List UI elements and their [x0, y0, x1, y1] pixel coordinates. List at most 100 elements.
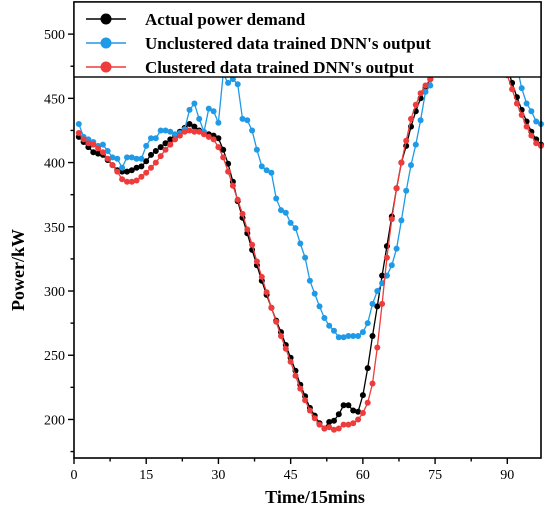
data-point [109, 162, 116, 169]
data-point [335, 425, 342, 432]
data-point [297, 240, 304, 247]
x-tick-label: 75 [428, 468, 442, 483]
x-tick-label: 45 [284, 468, 298, 483]
legend-item-2: Unclustered data trained DNN's output [86, 34, 431, 53]
data-point [191, 123, 198, 130]
data-point [374, 344, 381, 351]
y-tick-label: 250 [44, 349, 65, 364]
data-point [128, 154, 135, 161]
data-point [398, 217, 405, 224]
data-point [523, 123, 530, 130]
data-point [205, 133, 212, 140]
data-point [403, 137, 410, 144]
data-point [403, 187, 410, 194]
data-point [422, 82, 429, 89]
x-tick-label: 30 [211, 468, 225, 483]
data-point [196, 128, 203, 135]
data-point [176, 132, 183, 139]
data-point [191, 128, 198, 135]
data-point [124, 154, 130, 161]
data-point [104, 148, 111, 154]
data-point [157, 144, 164, 151]
data-point [345, 333, 352, 339]
data-point [119, 176, 126, 183]
data-point [518, 112, 525, 118]
data-point [104, 155, 111, 162]
data-point [229, 182, 236, 189]
data-point [287, 219, 294, 226]
data-point [509, 86, 516, 93]
data-point [225, 79, 232, 86]
y-tick-label: 350 [44, 221, 65, 236]
data-point [186, 106, 193, 113]
data-point [350, 407, 357, 414]
data-point [75, 121, 82, 127]
data-point [316, 303, 323, 310]
data-point [316, 421, 323, 428]
data-point [167, 141, 174, 148]
data-point [268, 169, 275, 176]
data-point [109, 154, 116, 161]
data-point [90, 149, 97, 156]
data-point [210, 136, 217, 143]
data-point [186, 127, 193, 134]
data-point [408, 115, 414, 122]
data-point [172, 136, 179, 143]
data-point [335, 411, 342, 418]
data-point [364, 399, 371, 406]
data-point [350, 420, 357, 427]
data-point [412, 141, 419, 148]
series-line-1 [78, 23, 542, 430]
data-point [138, 173, 145, 180]
data-point [114, 168, 121, 175]
data-point [355, 416, 362, 423]
series-line-3 [78, 33, 542, 431]
data-point [297, 385, 304, 392]
data-point [196, 115, 203, 122]
data-point [331, 426, 337, 433]
data-point [393, 185, 400, 192]
data-point [374, 288, 381, 294]
data-point [292, 372, 299, 379]
legend-box [73, 1, 542, 78]
data-point [282, 209, 289, 216]
data-point [263, 289, 270, 296]
data-point [124, 168, 130, 175]
data-point [326, 419, 333, 425]
data-point [95, 145, 102, 152]
data-point [239, 210, 246, 217]
data-point [292, 225, 299, 232]
data-point [326, 322, 333, 329]
data-point [311, 290, 318, 297]
data-point [205, 105, 212, 112]
data-point [523, 100, 530, 107]
data-point [383, 254, 390, 261]
data-point [528, 132, 535, 139]
data-point [253, 146, 260, 153]
data-point [417, 90, 424, 97]
data-point [427, 82, 434, 89]
data-point [234, 196, 241, 203]
data-point [119, 164, 126, 171]
data-point [152, 148, 159, 154]
legend: Actual power demand Unclustered data trai… [73, 1, 542, 78]
data-point [374, 303, 381, 310]
data-point [278, 207, 284, 214]
data-point [162, 127, 169, 134]
y-tick-label: 500 [44, 28, 65, 43]
data-point [162, 146, 169, 153]
data-point [263, 167, 270, 174]
data-point [258, 273, 265, 280]
legend-label: Unclustered data trained DNN's output [145, 34, 431, 53]
data-point [133, 177, 140, 184]
data-point [220, 154, 227, 161]
data-point [138, 155, 145, 162]
data-point [335, 334, 342, 341]
data-point [90, 141, 97, 148]
data-point [215, 144, 222, 151]
data-point [359, 329, 366, 336]
data-point [143, 158, 150, 165]
data-point [143, 169, 150, 176]
data-point [99, 141, 106, 148]
data-point [186, 121, 193, 127]
